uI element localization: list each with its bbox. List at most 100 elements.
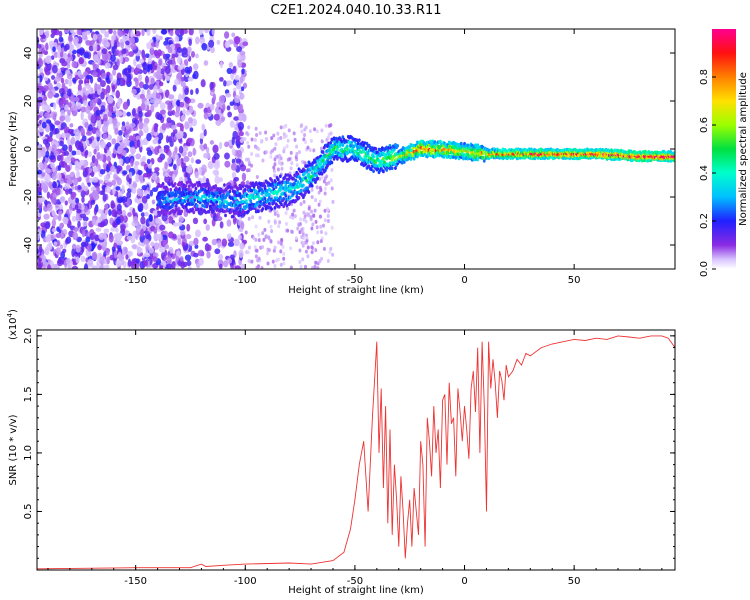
spectrogram-signal-cell <box>264 193 268 197</box>
spectrogram-cell <box>317 190 321 195</box>
spectrogram-cell <box>146 42 152 50</box>
spectrogram-cell <box>37 85 43 94</box>
spectrogram-cell <box>163 146 169 154</box>
spectrogram-cell <box>101 72 107 79</box>
spectrogram-cell <box>127 212 132 218</box>
spectrogram-cell <box>118 30 124 37</box>
spectrogram-cell <box>90 199 96 205</box>
spectrogram-signal-cell <box>314 169 317 173</box>
spectrogram-signal-cell <box>209 207 213 211</box>
spectrogram-cell <box>188 29 194 36</box>
spectrogram-cell <box>214 169 220 177</box>
spectrogram-cell <box>52 46 56 53</box>
spectrogram-signal-cell <box>475 146 478 151</box>
spectrogram-cell <box>204 29 209 34</box>
spectrogram-cell <box>57 214 62 222</box>
spectrogram-signal-cell <box>156 206 159 210</box>
spectrogram-signal-cell <box>169 200 173 204</box>
spectrogram-signal-cell <box>236 206 240 211</box>
spectrogram-cell <box>97 57 101 65</box>
spectrogram-signal-cell <box>400 161 404 165</box>
spectrogram-cell <box>234 36 241 45</box>
spectrogram-cell <box>244 157 248 162</box>
spectrogram-cell <box>185 166 193 174</box>
spectrogram-cell <box>151 199 156 205</box>
spectrogram-cell <box>49 131 53 138</box>
spectrogram-cell <box>140 216 146 225</box>
spectrogram-cell <box>282 261 286 266</box>
spectrogram-cell <box>82 185 89 192</box>
spectrogram-signal-cell <box>173 182 177 186</box>
spectrogram-signal-cell <box>221 189 225 194</box>
spectrogram-cell <box>276 167 280 172</box>
spectrogram-signal-cell <box>218 191 222 195</box>
spectrogram-cell <box>42 85 49 92</box>
spectrogram-cell <box>174 110 181 118</box>
spectrogram-cell <box>142 125 149 134</box>
spectrogram-cell <box>75 256 80 264</box>
spectrogram-cell <box>95 115 101 121</box>
spectrogram-cell <box>93 253 98 260</box>
spectrogram-cell <box>298 248 302 253</box>
spectrogram-cell <box>286 228 290 233</box>
spectrogram-cell <box>165 135 170 144</box>
spectrogram-cell <box>141 195 148 204</box>
spectrogram-cell <box>236 143 241 149</box>
spectrogram-cell <box>319 239 323 244</box>
spectrogram-cell <box>282 256 286 261</box>
spectrogram-cell <box>122 79 126 86</box>
spectrogram-cell <box>312 148 316 153</box>
spectrogram-cell <box>149 98 155 104</box>
spectrogram-cell <box>193 149 197 155</box>
spectrogram-cell <box>97 121 102 130</box>
spectrogram-cell <box>201 42 208 51</box>
spectrogram-signal-cell <box>364 162 368 166</box>
spectrogram-cell <box>304 219 308 224</box>
spectrogram-signal-cell <box>182 192 186 197</box>
spectrogram-signal-cell <box>224 213 227 218</box>
spectrogram-cell <box>277 224 281 229</box>
spectrogram-cell <box>143 238 150 245</box>
spectrogram-cell <box>132 133 137 142</box>
spectrogram-signal-cell <box>314 180 317 184</box>
spectrogram-cell <box>138 247 143 254</box>
spectrogram-cell <box>279 135 283 140</box>
spectrogram-cell <box>215 159 220 166</box>
spectrogram-cell <box>179 256 184 262</box>
spectrogram-cell <box>116 216 121 225</box>
spectrogram-signal-cell <box>388 166 392 171</box>
spectrogram-signal-cell <box>363 141 367 145</box>
spectrogram-cell <box>53 51 59 58</box>
spectrogram-cell <box>142 61 148 70</box>
spectrogram-cell <box>257 146 261 151</box>
spectrogram-cell <box>82 100 88 107</box>
spectrogram-signal-cell <box>390 166 394 171</box>
spectrogram-signal-cell <box>306 164 310 168</box>
spectrogram-cell <box>47 90 54 99</box>
spectrogram-cell <box>169 248 174 254</box>
spectrogram-cell <box>241 68 245 75</box>
spectrogram-cell <box>180 162 186 169</box>
spectrogram-cell <box>141 184 148 191</box>
spectrogram-cell <box>218 263 223 269</box>
spectrogram-cell <box>76 149 82 156</box>
spectrogram-cell <box>308 148 312 153</box>
spectrogram-cell <box>135 78 139 88</box>
spectrogram-cell <box>56 50 62 59</box>
spectrogram-cell <box>71 215 77 222</box>
spectrogram-cell <box>264 235 268 240</box>
spectrogram-signal-cell <box>163 196 167 201</box>
spectrogram-cell <box>230 162 237 171</box>
spectrogram-signal-cell <box>173 197 177 202</box>
spectrogram-cell <box>258 215 262 220</box>
spectrogram-cell <box>103 174 109 184</box>
spectrogram-cell <box>231 158 236 164</box>
spectrogram-signal-cell <box>305 179 309 183</box>
spectrogram-cell <box>146 193 151 200</box>
spectrogram-cell <box>131 117 138 124</box>
spectrogram-cell <box>158 81 164 87</box>
spectrogram-signal-cell <box>307 180 311 185</box>
spectrogram-cell <box>312 213 316 218</box>
spectrogram-cell <box>279 262 283 267</box>
spectrogram-cell <box>152 65 158 71</box>
